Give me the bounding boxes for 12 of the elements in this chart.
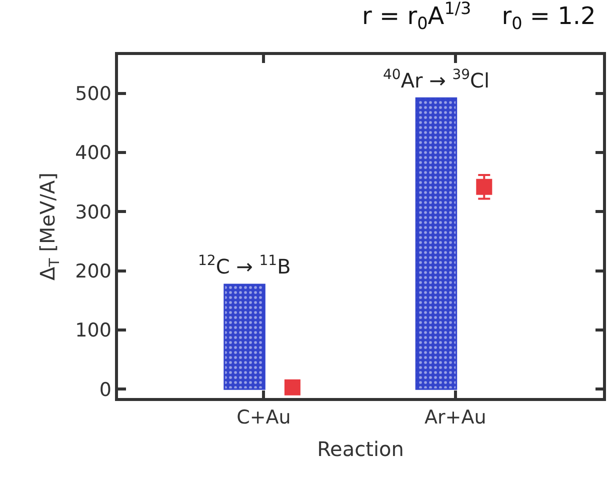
y-tick-label: 100 — [75, 320, 112, 342]
x-tick-label: Ar+Au — [424, 406, 486, 429]
chart-title: r = r$_{0}$A$^{1/3}$ r$_{0}$ = 1.2 — [362, 0, 596, 34]
y-tick-label: 500 — [75, 83, 112, 106]
annotation: $^{12}$C → $^{11}$B — [198, 253, 291, 278]
y-tick-label: 300 — [75, 201, 112, 224]
y-tick-label: 200 — [75, 260, 112, 282]
x-tick-label: C+Au — [236, 406, 291, 429]
annotation: $^{40}$Ar → $^{39}$Cl — [383, 67, 490, 92]
y-tick-label: 0 — [99, 378, 112, 401]
y-tick-label: 400 — [75, 142, 112, 164]
x-axis-title: Reaction — [317, 437, 404, 462]
